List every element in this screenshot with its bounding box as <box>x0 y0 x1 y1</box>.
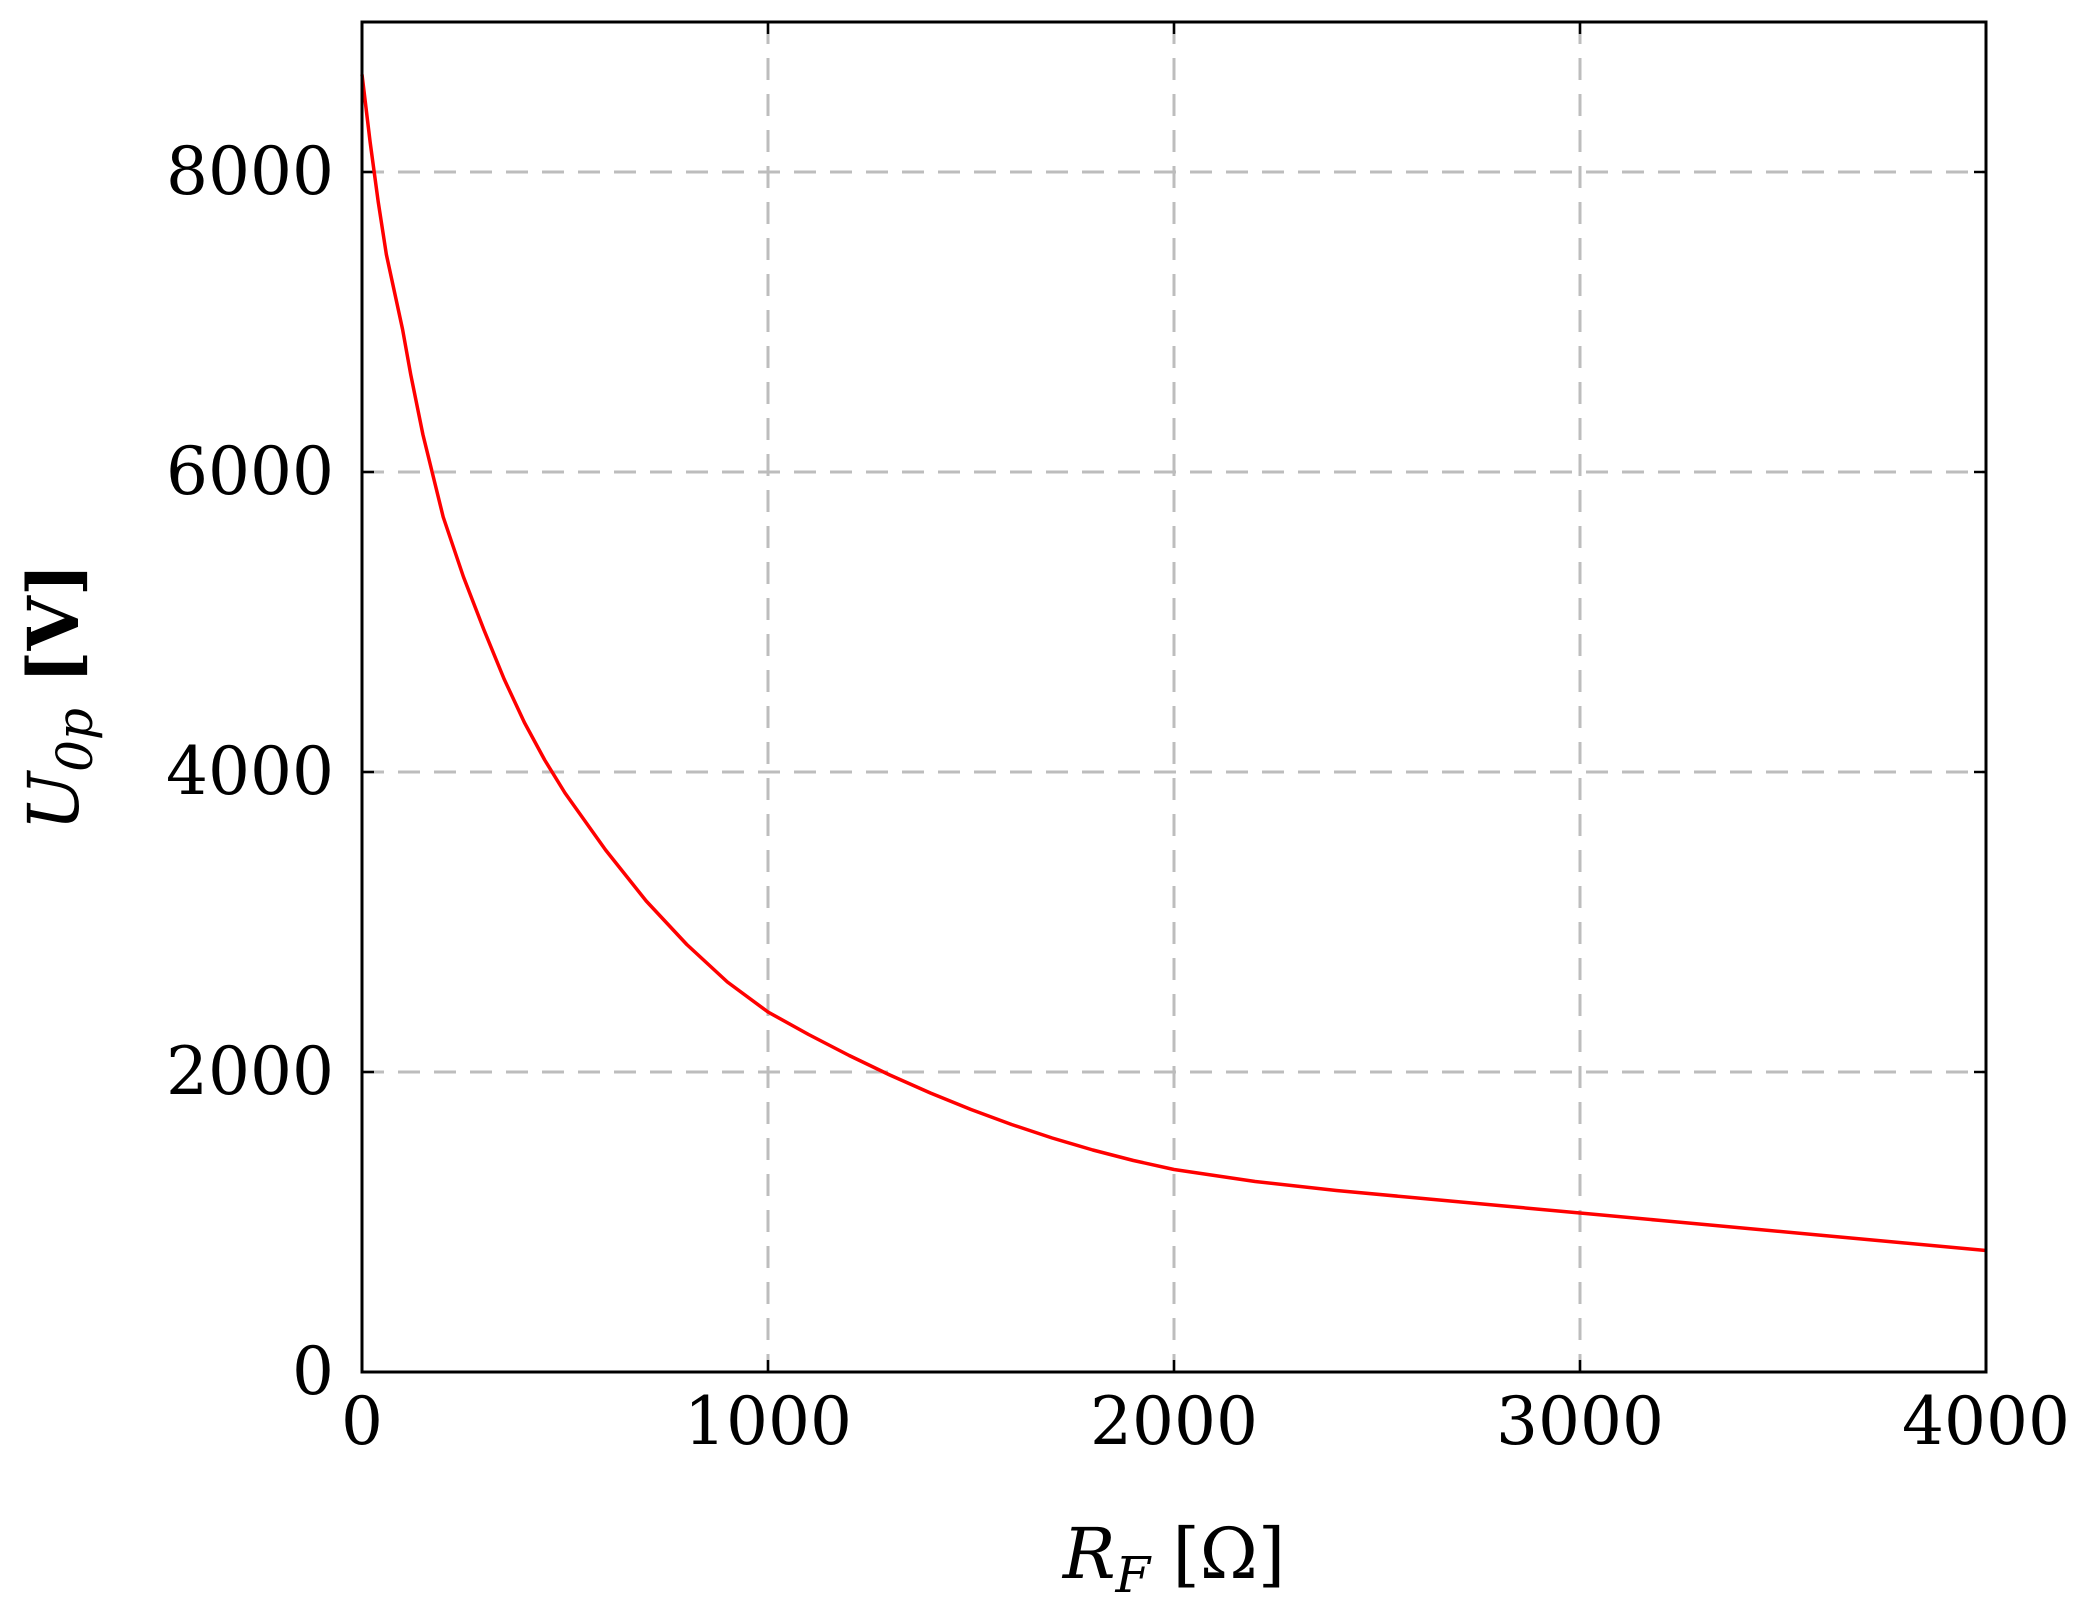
x-tick-label: 0 <box>341 1383 383 1460</box>
y-tick-label: 0 <box>292 1333 334 1410</box>
x-tick-label: 1000 <box>684 1383 852 1460</box>
y-axis-label: U0p [V] <box>12 563 104 831</box>
y-tick-label: 8000 <box>166 133 334 210</box>
plot-frame <box>360 20 1988 1374</box>
x-axis-label: RF [Ω] <box>1061 1513 1285 1604</box>
y-axis-label-sub: 0p <box>46 708 104 772</box>
series-line <box>360 74 1987 1253</box>
x-axis-label-main: R <box>1061 1513 1116 1595</box>
x-axis-label-unit: [Ω] <box>1150 1513 1285 1595</box>
tick-labels: 0 1000 2000 3000 4000 0 2000 4000 6000 8000 <box>166 133 2070 1460</box>
x-tick-label: 2000 <box>1090 1383 1258 1460</box>
x-tick-label: 3000 <box>1496 1383 1664 1460</box>
y-tick-label: 4000 <box>166 733 334 810</box>
x-tick-label: 4000 <box>1902 1383 2070 1460</box>
series <box>360 74 1987 1253</box>
y-tick-label: 2000 <box>166 1033 334 1110</box>
x-axis-label-sub: F <box>1115 1546 1153 1604</box>
y-axis-label-unit: [V] <box>12 563 95 708</box>
y-axis-label-main: U <box>13 770 95 831</box>
y-tick-label: 6000 <box>166 433 334 510</box>
grid <box>362 22 1986 1372</box>
